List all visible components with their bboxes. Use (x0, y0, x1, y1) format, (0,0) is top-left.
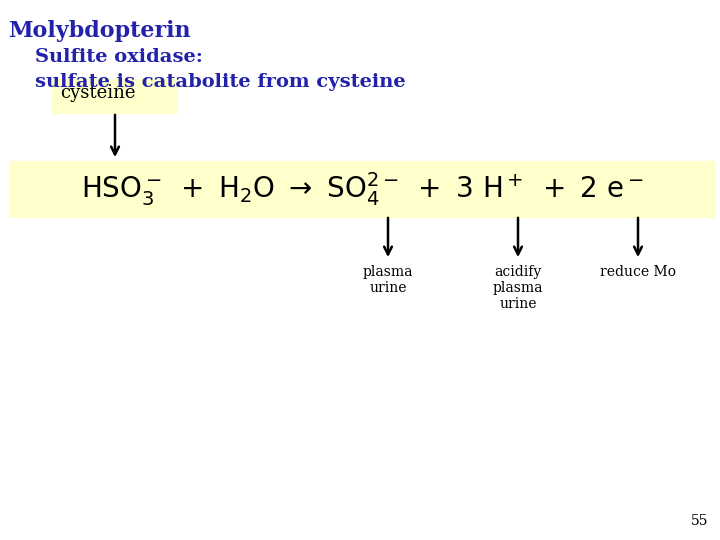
Text: sulfate is catabolite from cysteine: sulfate is catabolite from cysteine (35, 73, 405, 91)
Text: cysteine: cysteine (60, 84, 135, 102)
FancyBboxPatch shape (52, 79, 176, 113)
Text: reduce Mo: reduce Mo (600, 265, 676, 279)
Text: plasma
urine: plasma urine (363, 265, 413, 295)
Text: $\mathrm{HSO_3^- \ + \ H_2O \ \rightarrow \ SO_4^{2-} \ + \ 3 \ H^+ \ + \ 2 \ e^: $\mathrm{HSO_3^- \ + \ H_2O \ \rightarro… (81, 170, 644, 208)
FancyBboxPatch shape (10, 161, 714, 217)
Text: 55: 55 (690, 514, 708, 528)
Text: acidify
plasma
urine: acidify plasma urine (492, 265, 544, 312)
Text: Sulfite oxidase:: Sulfite oxidase: (35, 48, 203, 66)
Text: Molybdopterin: Molybdopterin (8, 20, 191, 42)
